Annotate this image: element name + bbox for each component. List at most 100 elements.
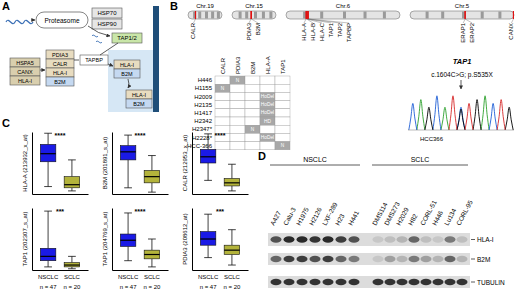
whisker-cap (148, 266, 156, 267)
cell-text: HoDel (261, 102, 274, 107)
table-cell (260, 84, 275, 92)
band (457, 256, 468, 262)
y-axis (112, 209, 113, 271)
box (200, 232, 215, 246)
whisker-cap (68, 159, 76, 160)
x-axis (33, 270, 89, 271)
peptide (92, 35, 102, 43)
whisker (151, 239, 152, 250)
band (433, 256, 444, 262)
n-label: n = 20 (143, 284, 161, 290)
whisker-cap (68, 190, 76, 191)
whisker-cap (68, 268, 76, 269)
transporter-box (112, 33, 142, 43)
cell-text: HD (264, 119, 271, 124)
chromosome-band (217, 12, 220, 19)
band (385, 236, 396, 242)
table-cell (215, 142, 230, 150)
median (64, 184, 79, 185)
membrane (153, 6, 159, 112)
chromosome (286, 11, 400, 19)
chromosome-band (245, 12, 248, 19)
band (336, 256, 347, 262)
band-label: B2M (477, 256, 490, 263)
whisker (151, 183, 152, 192)
x-axis (113, 194, 169, 195)
box-plot (120, 213, 159, 267)
cell-text: N (236, 78, 240, 83)
chromosome-label: Chr.5 (455, 3, 470, 9)
stack-label: B2M (54, 79, 66, 85)
n-label: n = 20 (63, 284, 81, 290)
complex-label: B2M (133, 101, 145, 107)
table-cell (260, 125, 275, 133)
table-cell (230, 92, 245, 100)
band (271, 279, 282, 285)
axis-line (113, 194, 169, 195)
whisker-cap (44, 266, 52, 267)
panel-label: B (170, 0, 178, 12)
whisker (48, 211, 49, 248)
column-header: HLA-A (265, 56, 271, 74)
median (224, 182, 239, 183)
group-line (270, 165, 360, 166)
column-header: B2M (250, 62, 256, 74)
row-label: H2347* (192, 126, 213, 132)
cell-text: N (281, 143, 285, 148)
row-label: H2009 (194, 94, 212, 100)
table-cell (215, 92, 230, 100)
box (224, 245, 239, 254)
whisker-cap (204, 214, 212, 215)
whisker (231, 230, 232, 246)
stack-label: HLA-I (18, 78, 33, 84)
whisker-cap (204, 133, 212, 134)
whisker-cap (148, 155, 156, 156)
row-label: H446 (198, 77, 213, 83)
band (457, 279, 468, 285)
gene-connector (193, 19, 195, 23)
transporter: TAP1/2 (117, 35, 137, 41)
chaperone: HSP70 (97, 10, 117, 16)
x-axis (193, 194, 249, 195)
chromosome-label: Chr.19 (196, 3, 214, 9)
axis-line (33, 270, 89, 271)
proteasome: Proteasome (44, 17, 79, 24)
band-label: TUBULIN (477, 279, 505, 286)
gene-locus (306, 11, 307, 19)
chromatogram-traces (409, 96, 513, 130)
trace-peak (457, 107, 465, 130)
y-label: TAP1 (202307_s_at) (22, 212, 28, 267)
box-plot (40, 133, 79, 191)
median (64, 264, 79, 265)
chromosome-band (262, 12, 265, 19)
panel-label: D (258, 150, 266, 162)
trace-peak (449, 96, 457, 130)
band-tick (471, 239, 475, 240)
link (74, 60, 79, 61)
band (385, 256, 396, 262)
link (100, 43, 118, 55)
gene-label: ERAP2 (469, 22, 475, 42)
trace-peak (497, 100, 505, 130)
whisker-cap (148, 239, 156, 240)
significance: **** (215, 132, 226, 139)
gene-label: HLA-C (319, 22, 325, 41)
whisker-cap (228, 265, 236, 266)
gene-connector (304, 19, 306, 23)
table-cell (275, 76, 290, 84)
row-label: H1155 (195, 85, 213, 91)
median (144, 176, 159, 177)
chromosome-band (205, 12, 208, 19)
trace-peak (441, 107, 449, 130)
trace-peak (425, 107, 433, 130)
chromosome-band (193, 12, 196, 19)
significance: **** (135, 208, 146, 215)
band (397, 279, 408, 285)
box-plot (40, 211, 79, 269)
trace-peak (433, 96, 441, 130)
table-cell (260, 133, 275, 141)
y-axis (112, 133, 113, 195)
trace-peak (473, 100, 481, 130)
table-cell (230, 117, 245, 125)
band (421, 279, 432, 285)
